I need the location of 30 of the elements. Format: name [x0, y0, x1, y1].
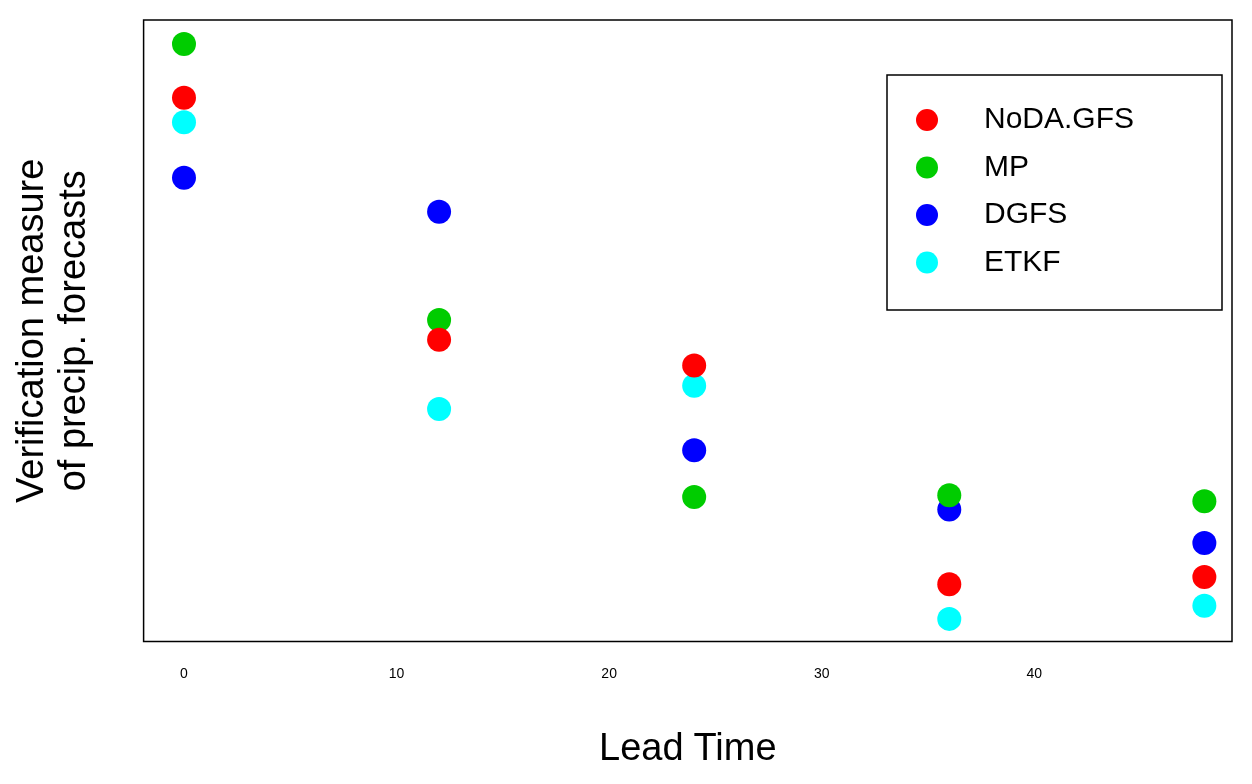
legend-label: DGFS: [984, 196, 1068, 230]
point: [427, 397, 452, 422]
point: [1192, 593, 1217, 618]
x-axis-title: Lead Time: [599, 725, 777, 768]
x-tick-label: 20: [601, 664, 618, 681]
point: [682, 438, 707, 463]
point: [1192, 489, 1217, 514]
point: [171, 165, 196, 190]
point: [427, 199, 452, 224]
point: [427, 327, 452, 352]
point: [171, 110, 196, 135]
x-tick-label: 10: [388, 664, 405, 681]
y-axis-title: Verification measure of precip. forecasts: [9, 158, 94, 503]
legend-label: NoDA.GFS: [984, 101, 1135, 135]
legend-label: MP: [984, 148, 1029, 182]
point: [1192, 530, 1217, 555]
x-tick-label: 0: [180, 664, 189, 681]
x-tick-label: 40: [1026, 664, 1043, 681]
point: [427, 308, 452, 333]
legend-label: ETKF: [984, 243, 1061, 277]
point: [682, 373, 707, 398]
point: [682, 353, 707, 378]
x-tick-label: 30: [813, 664, 830, 681]
point: [171, 85, 196, 110]
point: [1192, 565, 1217, 590]
point: [682, 484, 707, 509]
point: [171, 31, 196, 56]
point: [937, 483, 962, 508]
point: [937, 572, 962, 597]
point: [937, 606, 962, 631]
